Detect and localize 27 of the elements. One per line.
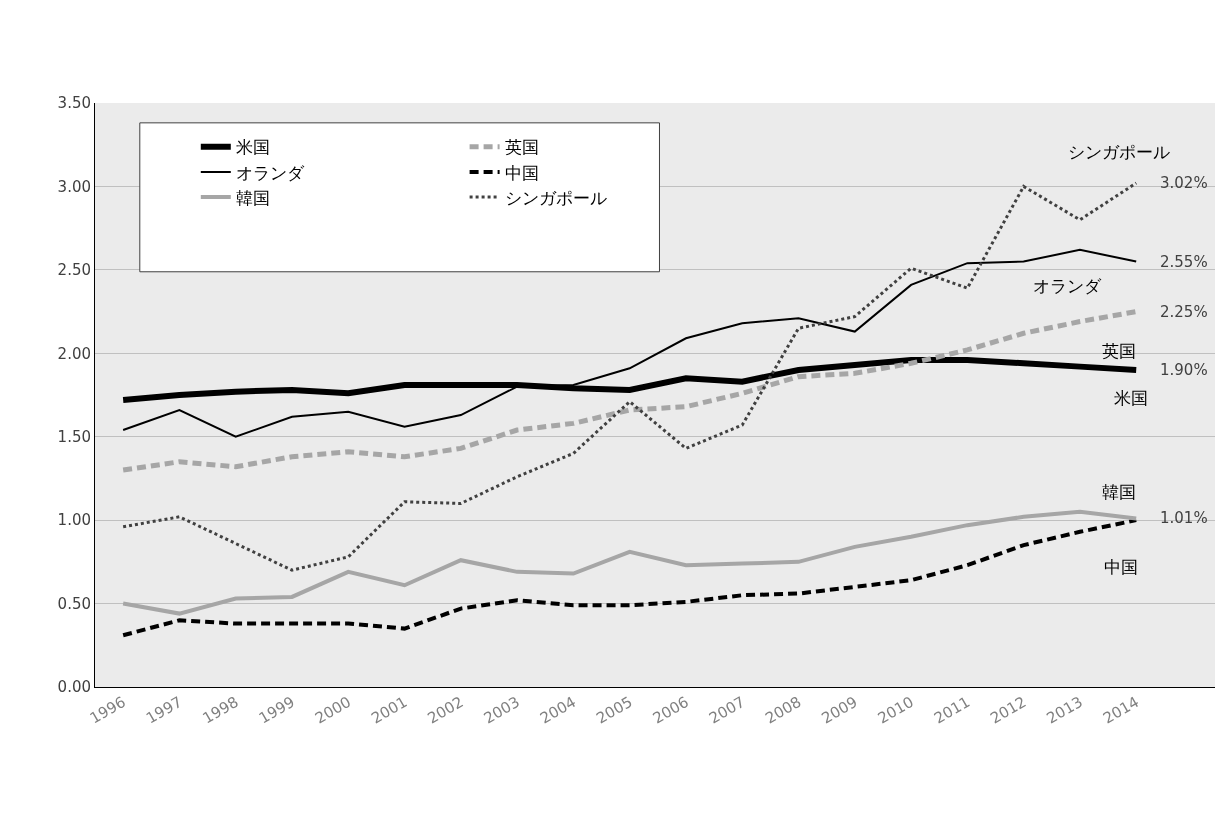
- text: シンガポール: [1068, 142, 1170, 162]
- y-tick-label: 0.00: [57, 678, 91, 697]
- text: 米国: [1114, 388, 1148, 408]
- y-tick-label: 0.50: [57, 594, 91, 613]
- text: オランダ: [1033, 276, 1101, 296]
- legend-label: 米国: [235, 137, 270, 158]
- data-label: 2.55%: [1160, 253, 1208, 271]
- y-tick-label: 1.50: [57, 427, 91, 446]
- line-series: [121, 518, 1139, 638]
- y-tick-label: 2.50: [57, 261, 91, 280]
- text: 中国: [1104, 557, 1138, 577]
- legend-label: 中国: [504, 162, 539, 183]
- legend-label: 英国: [504, 137, 539, 158]
- text: 英国: [1102, 341, 1136, 361]
- y-tick-label: 2.00: [57, 344, 91, 363]
- legend-label: 韓国: [235, 187, 270, 208]
- data-label: 1.90%: [1160, 361, 1208, 379]
- data-label: 3.02%: [1160, 174, 1208, 192]
- data-label: 2.25%: [1160, 303, 1208, 321]
- legend-label: オランダ: [235, 162, 305, 183]
- legend-label: シンガポール: [504, 187, 607, 208]
- y-tick-label: 3.50: [57, 94, 91, 113]
- y-tick-label: 3.00: [57, 177, 91, 196]
- line-series: [121, 509, 1139, 616]
- y-tick-label: 1.00: [57, 511, 91, 530]
- data-label: 1.01%: [1160, 509, 1208, 527]
- text: 韓国: [1102, 482, 1136, 502]
